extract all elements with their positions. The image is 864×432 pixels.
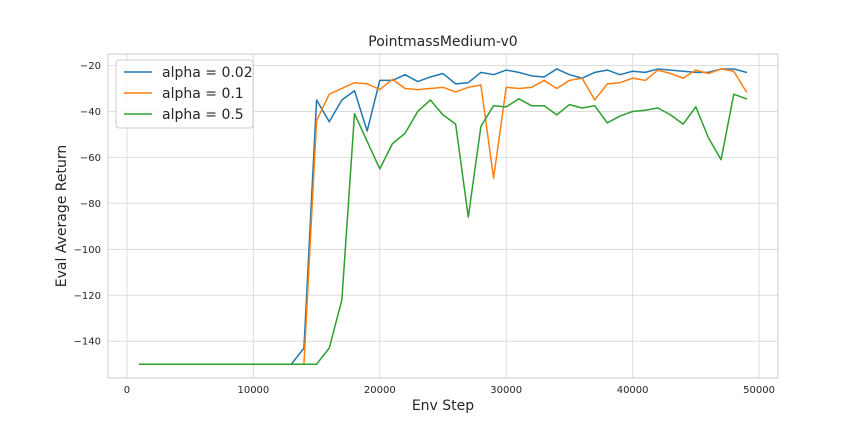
y-tick-label: −140: [74, 337, 101, 348]
legend-label: alpha = 0.5: [162, 107, 244, 123]
series-layer: [138, 68, 748, 365]
x-tick-label: 40000: [617, 385, 649, 396]
y-tick-label: −100: [74, 245, 101, 256]
x-tick-label: 30000: [490, 385, 522, 396]
y-tick-label: −60: [80, 153, 101, 164]
legend-label: alpha = 0.02: [162, 65, 253, 81]
legend: alpha = 0.02 alpha = 0.1 alpha = 0.5: [115, 59, 254, 129]
y-tick-label: −20: [80, 61, 101, 72]
grid-lines: [108, 54, 778, 378]
legend-label: alpha = 0.1: [162, 86, 244, 102]
x-axis-ticks: 0 10000 20000 30000 40000 50000: [124, 385, 775, 396]
x-tick-label: 50000: [743, 385, 775, 396]
y-axis-label: Eval Average Return: [54, 145, 70, 287]
y-tick-label: −40: [80, 107, 101, 118]
x-tick-label: 0: [124, 385, 130, 396]
y-axis-ticks: −140 −120 −100 −80 −60 −40 −20: [74, 61, 101, 348]
y-tick-label: −120: [74, 291, 101, 302]
plot-frame: [107, 53, 779, 379]
chart-title: PointmassMedium-v0: [368, 34, 517, 50]
x-tick-label: 20000: [364, 385, 396, 396]
series-line-3: [138, 93, 748, 365]
y-tick-label: −80: [80, 199, 101, 210]
x-tick-label: 10000: [237, 385, 269, 396]
legend-box: [115, 59, 254, 129]
x-axis-label: Env Step: [412, 398, 474, 414]
